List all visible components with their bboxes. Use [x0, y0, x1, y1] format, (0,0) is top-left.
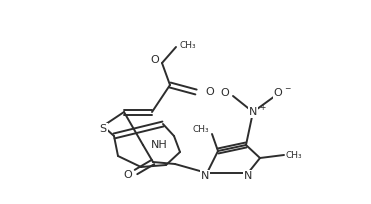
Text: N: N [244, 171, 252, 181]
Text: O: O [274, 88, 282, 98]
Text: O: O [205, 87, 214, 97]
Text: N: N [201, 171, 209, 181]
Text: NH: NH [151, 140, 168, 150]
Text: −: − [284, 84, 290, 93]
Text: S: S [99, 124, 106, 134]
Text: CH₃: CH₃ [179, 41, 196, 51]
Text: +: + [259, 103, 265, 112]
Text: O: O [124, 170, 132, 180]
Text: O: O [221, 88, 229, 98]
Text: CH₃: CH₃ [193, 124, 209, 133]
Text: N: N [249, 107, 257, 117]
Text: O: O [151, 55, 160, 65]
Text: CH₃: CH₃ [286, 151, 303, 160]
